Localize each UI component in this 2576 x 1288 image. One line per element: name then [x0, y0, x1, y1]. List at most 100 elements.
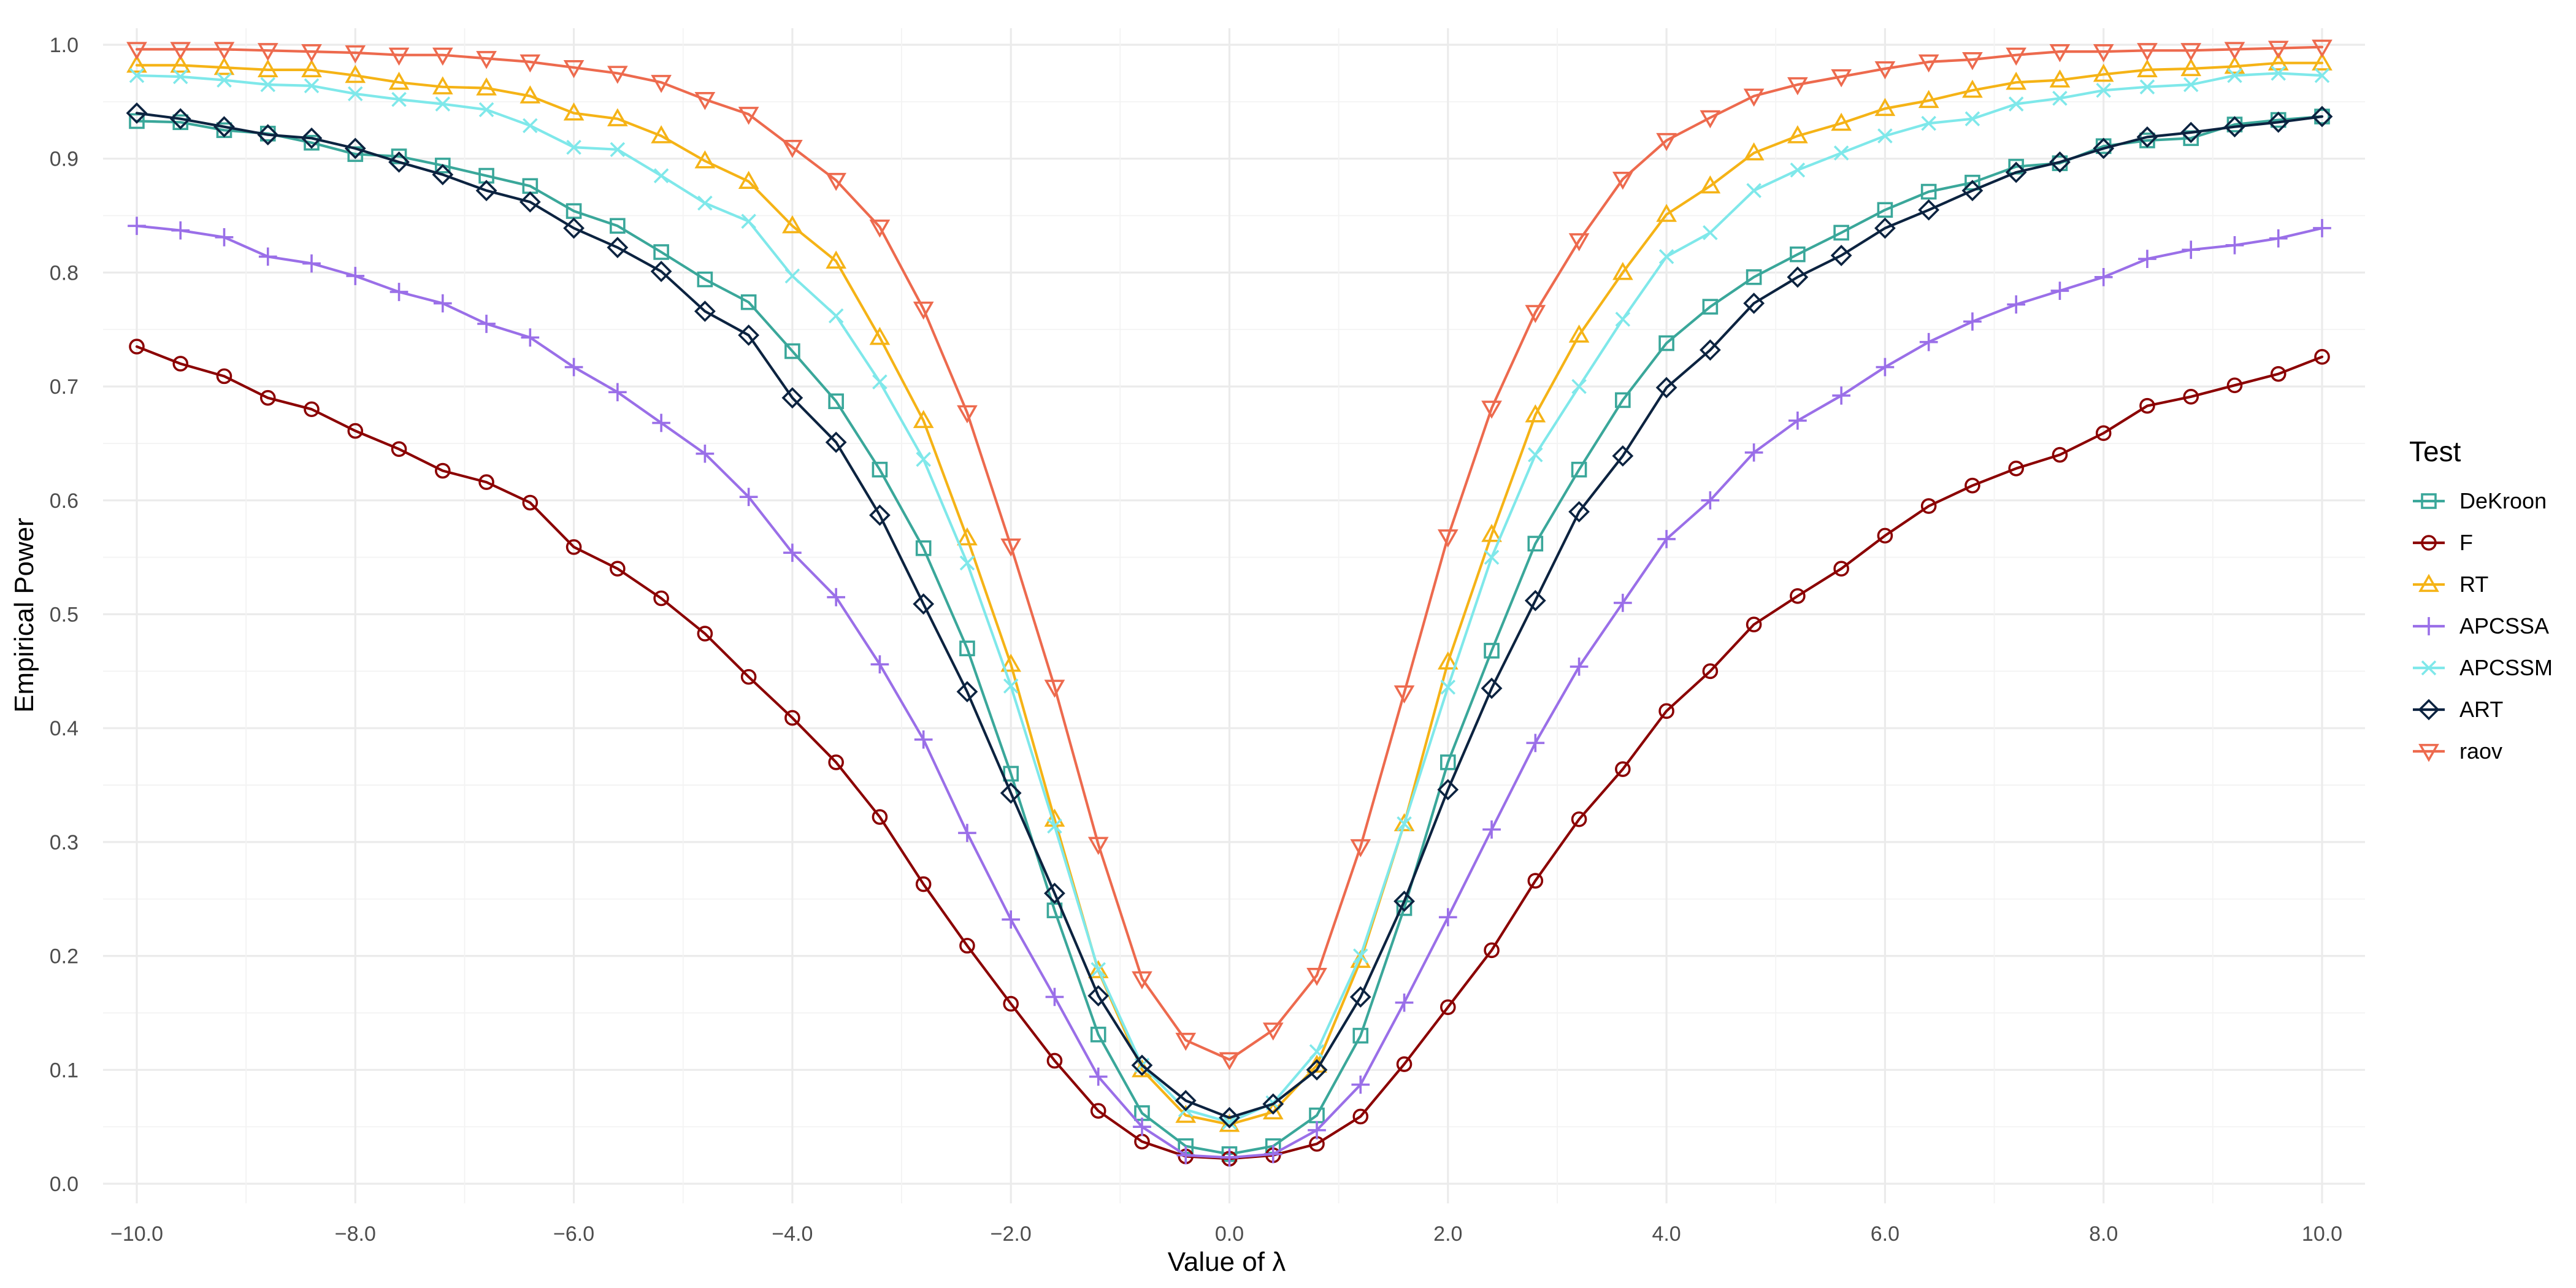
- data-point-dekroon: [1440, 754, 1456, 770]
- data-point-raov: [1175, 1032, 1197, 1051]
- data-point-f: [915, 876, 932, 892]
- legend-label: APCSSM: [2459, 655, 2553, 680]
- legend-label: RT: [2459, 572, 2488, 597]
- data-point-f: [2008, 461, 2024, 477]
- data-point-rt: [1481, 524, 1502, 542]
- data-point-apcssm: [1921, 115, 1936, 131]
- data-point-f: [610, 561, 626, 577]
- data-point-rt: [1700, 175, 1721, 194]
- data-point-art: [1743, 293, 1765, 314]
- data-point-f: [2095, 425, 2112, 442]
- data-point-dekroon: [304, 134, 320, 151]
- data-point-f: [391, 441, 407, 458]
- x-tick-label: 10.0: [2302, 1222, 2342, 1246]
- data-point-apcssm: [1397, 816, 1412, 832]
- data-point-apcssa: [1570, 657, 1589, 676]
- data-point-apcssa: [870, 655, 889, 674]
- data-point-art: [388, 151, 410, 173]
- data-point-apcssm: [872, 374, 887, 389]
- y-tick-label: 0.2: [50, 945, 79, 968]
- data-point-dekroon: [872, 461, 888, 478]
- data-point-art: [519, 191, 541, 213]
- data-point-dekroon: [435, 158, 451, 174]
- legend-title: Test: [2409, 435, 2461, 467]
- data-point-f: [435, 462, 451, 479]
- data-point-apcssm: [523, 118, 538, 134]
- x-tick-label: 4.0: [1652, 1222, 1681, 1246]
- legend-item-raov: raov: [2413, 738, 2502, 764]
- series-rt: [126, 52, 2333, 1132]
- data-point-apcssa: [2313, 219, 2331, 237]
- data-point-raov: [2093, 44, 2114, 63]
- data-point-f: [959, 938, 975, 954]
- data-point-art: [1612, 445, 1634, 467]
- data-point-dekroon: [1352, 1027, 1369, 1044]
- data-point-f: [347, 423, 364, 439]
- data-point-f: [1658, 703, 1674, 719]
- data-point-apcssm: [653, 168, 669, 183]
- data-point-raov: [345, 45, 366, 64]
- data-point-raov: [432, 47, 453, 66]
- data-point-dekroon: [915, 540, 932, 556]
- data-point-raov: [2049, 44, 2071, 63]
- data-point-apcssm: [1571, 378, 1587, 394]
- data-point-apcssm: [959, 555, 975, 571]
- data-point-raov: [1262, 1022, 1284, 1041]
- y-axis-title: Empirical Power: [9, 518, 39, 713]
- data-point-raov: [1656, 132, 1677, 151]
- data-point-apcssm: [916, 451, 931, 467]
- legend-item-f: F: [2413, 530, 2473, 555]
- data-point-art: [1437, 779, 1459, 800]
- data-point-apcssm: [1703, 225, 1718, 240]
- data-point-dekroon: [1790, 246, 1806, 263]
- data-point-f: [1440, 999, 1456, 1015]
- data-point-apcssa: [1002, 910, 1021, 929]
- data-point-art: [2311, 105, 2333, 128]
- legend-item-art: ART: [2413, 697, 2503, 722]
- x-axis-title: Value of λ: [1168, 1247, 1286, 1277]
- data-point-dekroon: [697, 271, 713, 288]
- data-point-raov: [1437, 529, 1459, 548]
- data-point-dekroon: [828, 393, 844, 410]
- data-point-raov: [563, 60, 585, 79]
- legend-item-rt: RT: [2413, 572, 2488, 597]
- y-tick-label: 0.0: [50, 1173, 79, 1196]
- data-point-dekroon: [1615, 392, 1631, 408]
- data-point-apcssm: [1833, 145, 1849, 161]
- data-point-art: [1349, 986, 1371, 1008]
- data-point-art: [1655, 377, 1677, 399]
- y-tick-label: 0.8: [50, 261, 79, 285]
- data-point-apcssm: [217, 72, 232, 88]
- data-point-apcssm: [172, 69, 188, 85]
- series-line-art: [135, 112, 2324, 1119]
- data-point-raov: [2224, 42, 2245, 60]
- data-point-rt: [2224, 55, 2245, 74]
- y-tick-label: 0.1: [50, 1059, 79, 1082]
- data-point-apcssm: [1790, 162, 1806, 178]
- data-point-raov: [869, 220, 891, 238]
- y-tick-label: 0.3: [50, 831, 79, 854]
- data-point-rt: [826, 250, 847, 269]
- data-point-art: [607, 237, 629, 258]
- data-point-rt: [2180, 58, 2202, 77]
- data-point-apcssm: [697, 195, 713, 211]
- data-point-raov: [1219, 1052, 1240, 1070]
- data-point-apcssa: [2050, 282, 2069, 300]
- data-point-rt: [1962, 79, 1983, 98]
- data-point-apcssa: [783, 543, 802, 562]
- data-point-apcssa: [1919, 332, 1938, 351]
- data-point-f: [478, 474, 494, 490]
- data-point-apcssm: [2139, 79, 2155, 94]
- data-point-apcssa: [1482, 820, 1501, 839]
- data-point-apcssm: [1965, 111, 1980, 126]
- data-point-art: [781, 387, 803, 409]
- data-point-raov: [1525, 305, 1546, 323]
- data-point-apcssm: [1222, 1114, 1237, 1130]
- data-point-apcssa: [827, 588, 846, 607]
- data-point-apcssa: [739, 488, 758, 507]
- data-point-art: [1087, 985, 1110, 1006]
- data-point-apcssa: [1744, 443, 1763, 462]
- data-point-f: [784, 710, 800, 726]
- series-lines: [126, 39, 2333, 1167]
- data-point-apcssa: [1788, 411, 1807, 430]
